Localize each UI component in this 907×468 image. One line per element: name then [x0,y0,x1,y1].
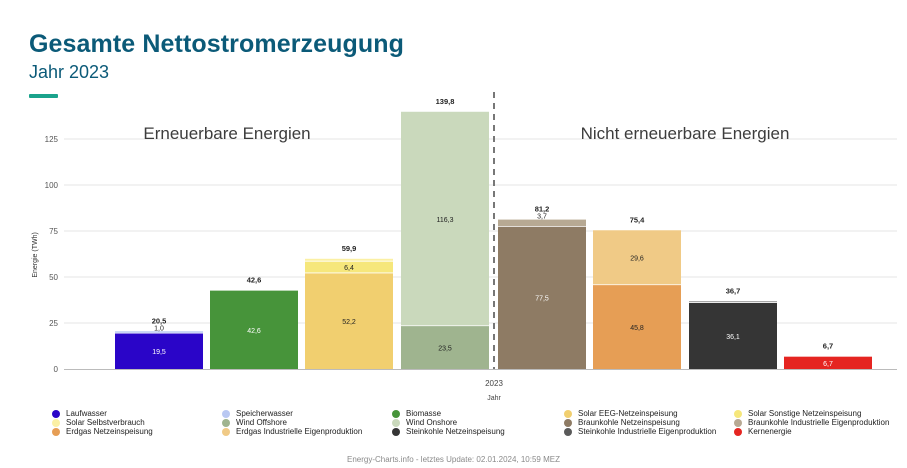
legend-marker-icon [222,418,230,427]
bar-segment [593,230,681,285]
legend-item[interactable]: Kernenergie [734,427,792,436]
bar-segment [784,356,872,369]
y-tick-label: 25 [49,319,58,328]
bar-segment [305,272,393,369]
legend-marker-icon [564,409,572,418]
legend-label: Biomasse [406,409,442,418]
legend-marker-icon [52,418,60,427]
segment-value-label: 36,1 [726,334,740,341]
bar-segment [401,325,489,369]
bar-segment [498,219,586,227]
bar-total-label: 20,5 [152,316,167,325]
bar-segment [401,111,489,326]
legend-item[interactable]: Braunkohle Netzeinspeisung [564,418,680,427]
segment-value-label: 45,8 [630,325,644,332]
legend-item[interactable]: Erdgas Industrielle Eigenproduktion [222,427,362,436]
bar-total-label: 36,7 [726,286,741,295]
y-tick-label: 75 [49,227,58,236]
legend-item[interactable]: Steinkohle Industrielle Eigenproduktion [564,427,716,436]
legend-label: Solar EEG-Netzeinspeisung [578,409,678,418]
y-tick-label: 50 [49,273,58,282]
legend-item[interactable]: Wind Onshore [392,418,457,427]
legend-marker-icon [392,427,400,436]
legend-label: Laufwasser [66,409,107,418]
footer-source: Energy-Charts.info - letztes Update: 02.… [346,455,560,464]
segment-value-label: 52,2 [342,319,356,326]
legend-item[interactable]: Braunkohle Industrielle Eigenproduktion [734,418,889,427]
legend-marker-icon [734,409,742,418]
legend-label: Erdgas Industrielle Eigenproduktion [236,427,363,436]
legend-label: Speicherwasser [236,409,293,418]
legend-label: Braunkohle Netzeinspeisung [578,418,680,427]
legend-marker-icon [564,418,572,427]
legend-label: Wind Offshore [236,418,287,427]
bar-segment [210,290,298,369]
legend-item[interactable]: Biomasse [392,409,441,418]
segment-value-label: 116,3 [437,217,454,224]
legend-marker-icon [734,427,742,436]
legend-label: Erdgas Netzeinspeisung [66,427,153,436]
segment-value-label: 6,7 [823,361,833,368]
y-tick-label: 125 [45,135,59,144]
legend-label: Steinkohle Industrielle Eigenproduktion [578,427,717,436]
x-tick-label: 2023 [485,379,503,388]
legend-item[interactable]: Solar EEG-Netzeinspeisung [564,409,678,418]
group-label-renewable: Erneuerbare Energien [143,124,310,143]
y-axis-label: Energie (TWh) [32,232,39,278]
bar-segment [593,284,681,369]
bar-segment [498,226,586,369]
bar-total-label: 75,4 [630,215,645,224]
legend-label: Kernenergie [748,427,792,436]
legend-item[interactable]: Solar Selbstverbrauch [52,418,145,427]
chart-subtitle: Jahr 2023 [29,62,110,82]
legend-marker-icon [222,427,230,436]
segment-value-label: 42,6 [247,328,261,335]
bar-chart: 0 25 50 75 100 125 Energie (TWh) Erneuerbare En… [32,92,897,402]
legend-marker-icon [564,427,572,436]
bar-segment [689,302,777,369]
segment-value-label: 23,5 [438,345,452,352]
legend-item[interactable]: Steinkohle Netzeinspeisung [392,427,505,436]
legend-marker-icon [52,427,60,436]
bar-total-label: 81,2 [535,205,550,214]
y-tick-label: 0 [54,365,59,374]
y-tick-label: 100 [45,181,59,190]
bar-segment [305,261,393,273]
bar-total-label: 59,9 [342,244,357,253]
bar-segment [305,258,393,262]
legend-item[interactable]: Laufwasser [52,409,107,418]
legend-item[interactable]: Erdgas Netzeinspeisung [52,427,153,436]
segment-value-label: 19,5 [152,349,166,356]
segment-value-label: 29,6 [630,255,644,262]
bar-segment [115,333,203,369]
legend-label: Wind Onshore [406,418,458,427]
chart-title: Gesamte Nettostromerzeugung [29,30,404,58]
legend-marker-icon [392,418,400,427]
segment-value-label: 3,7 [537,214,547,221]
legend-item[interactable]: Wind Offshore [222,418,287,427]
segment-value-label: 6,4 [344,265,354,272]
legend-item[interactable]: Solar Sonstige Netzeinspeisung [734,409,861,418]
x-axis-label: Jahr [487,395,501,402]
bar-total-label: 6,7 [823,342,833,351]
bar-total-label: 139,8 [436,97,455,106]
legend-label: Steinkohle Netzeinspeisung [406,427,505,436]
segment-value-label: 77,5 [535,296,549,303]
legend-label: Solar Sonstige Netzeinspeisung [748,409,862,418]
bar-total-label: 42,6 [247,276,262,285]
title-accent-bar [29,94,58,98]
legend-marker-icon [222,409,230,418]
legend-marker-icon [734,418,742,427]
group-label-nonrenewable: Nicht erneuerbare Energien [581,124,790,143]
bar-segment [115,331,203,334]
legend-label: Solar Selbstverbrauch [66,418,145,427]
legend-label: Braunkohle Industrielle Eigenproduktion [748,418,890,427]
bar-segment [689,301,777,303]
segment-value-label: 0,7 [728,295,738,302]
legend-marker-icon [52,409,60,418]
legend-item[interactable]: Speicherwasser [222,409,293,418]
legend-marker-icon [392,409,400,418]
segment-value-label: 1,0 [154,325,164,332]
